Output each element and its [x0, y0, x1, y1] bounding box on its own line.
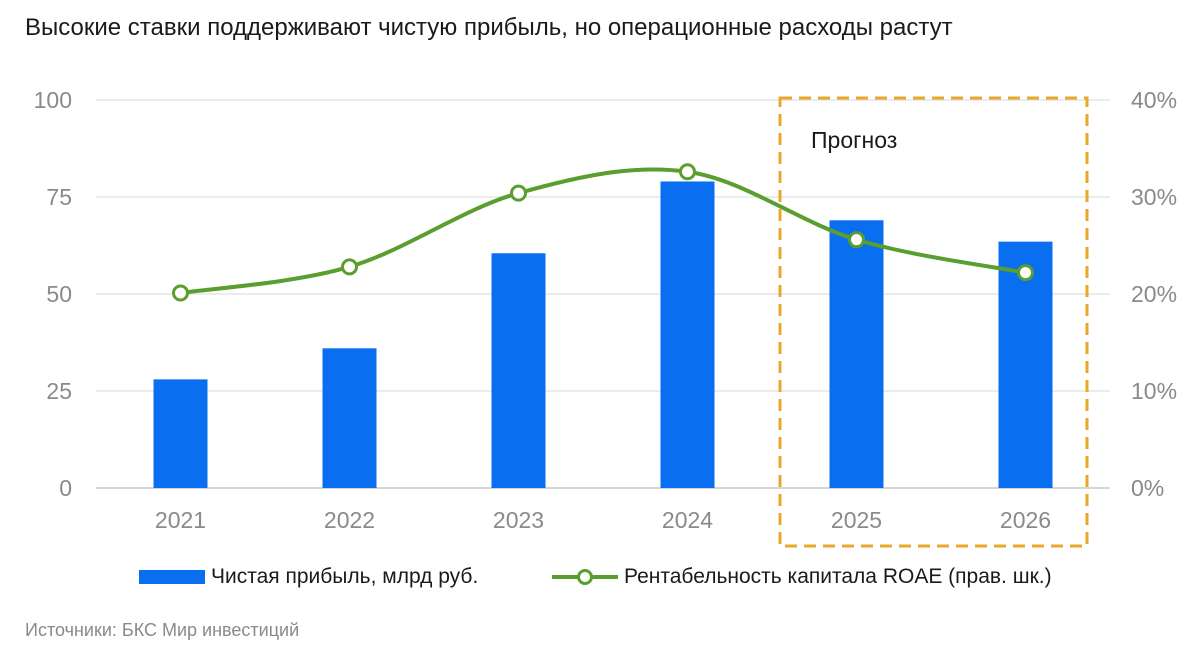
left-tick-label: 0: [59, 475, 72, 501]
roae-line: [178, 167, 1028, 296]
x-tick-label: 2025: [831, 507, 882, 533]
chart-title: Высокие ставки поддерживают чистую прибы…: [25, 14, 953, 41]
forecast-label: Прогноз: [811, 127, 897, 153]
left-tick-label: 75: [46, 184, 72, 210]
x-tick-label: 2024: [662, 507, 713, 533]
legend-item-line: Рентабельность капитала ROAE (прав. шк.): [552, 565, 1052, 589]
roae-point: [341, 258, 358, 276]
forecast-box: [778, 96, 1089, 548]
left-tick-label: 100: [34, 87, 72, 113]
bar: [153, 379, 208, 488]
bar-series: [153, 181, 1053, 489]
right-tick-label: 20%: [1131, 281, 1177, 307]
source-note: Источники: БКС Мир инвестиций: [25, 620, 300, 640]
x-tick-label: 2022: [324, 507, 375, 533]
roae-point: [848, 231, 865, 249]
right-axis-ticks: 0% 10% 20% 30% 40%: [1131, 87, 1177, 501]
legend-bar-swatch: [139, 570, 205, 584]
right-tick-label: 40%: [1131, 87, 1177, 113]
legend-item-bars: Чистая прибыль, млрд руб.: [139, 565, 478, 589]
bar: [322, 348, 377, 488]
x-tick-label: 2026: [1000, 507, 1051, 533]
x-tick-label: 2021: [155, 507, 206, 533]
right-tick-label: 0%: [1131, 475, 1164, 501]
bar: [998, 241, 1053, 488]
left-axis-ticks: 0 25 50 75 100: [34, 87, 72, 501]
right-tick-label: 10%: [1131, 378, 1177, 404]
line-series: [172, 163, 1034, 302]
legend-line-label: Рентабельность капитала ROAE (прав. шк.): [624, 565, 1052, 588]
roae-point: [1017, 264, 1034, 282]
bar: [829, 220, 884, 488]
roae-point: [172, 284, 189, 302]
roae-point: [510, 184, 527, 202]
x-tick-label: 2023: [493, 507, 544, 533]
roae-point: [679, 163, 696, 181]
legend-bars-label: Чистая прибыль, млрд руб.: [211, 565, 479, 588]
right-tick-label: 30%: [1131, 184, 1177, 210]
bar: [660, 181, 715, 489]
bar: [491, 253, 546, 488]
gridlines: [96, 99, 1110, 489]
left-tick-label: 25: [46, 378, 72, 404]
legend-line-swatch: [552, 569, 618, 585]
left-tick-label: 50: [46, 281, 72, 307]
x-axis-ticks: 2021 2022 2023 2024 2025 2026: [155, 507, 1051, 533]
